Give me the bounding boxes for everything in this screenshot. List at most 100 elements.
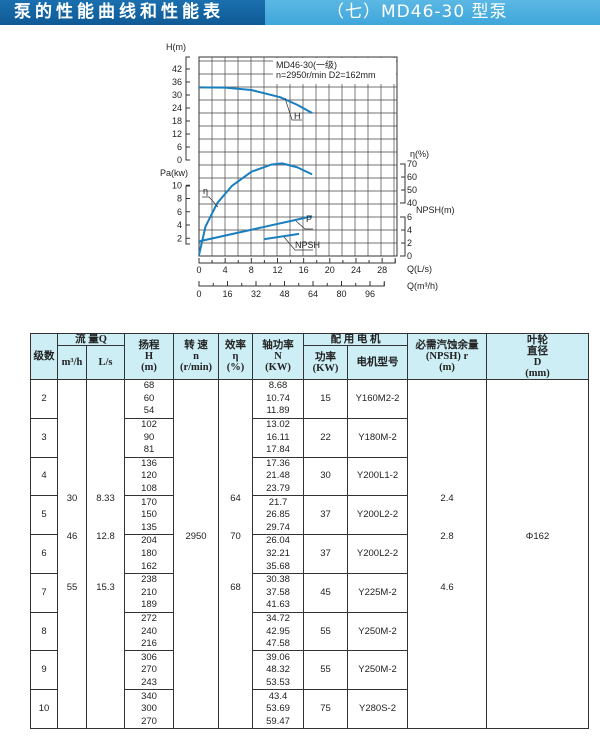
table-row: 9 306 39.06 55 Y250M-2: [30, 650, 589, 691]
head-cell: 135: [124, 521, 175, 536]
head-cell: 162: [124, 560, 175, 574]
motor-model-cell: Y280S-2: [347, 689, 409, 730]
motor-model-cell: Y180M-2: [347, 417, 409, 458]
eta-tick-label: 40: [407, 198, 417, 208]
h-tick-label: 0: [177, 155, 182, 165]
annotation-text: MD46-30(一级): [276, 59, 337, 70]
motor-kw-cell: 55: [303, 611, 349, 652]
eta-axis-label: η(%): [410, 149, 429, 159]
npsh-tick-label: 4: [407, 225, 412, 235]
shaft-power-cell: 8.68: [252, 378, 305, 393]
p-tick-label: 8: [177, 194, 182, 204]
speed-cell-value: 2950: [185, 531, 207, 543]
curve-p: [198, 215, 313, 243]
motor-model-cell: Y200L2-2: [347, 495, 409, 536]
x2-tick-label: 96: [365, 289, 375, 299]
npsh-axis-label: NPSH(m): [416, 205, 455, 215]
curve-label-h-leader: [284, 97, 302, 121]
motor-model-cell: Y200L2-2: [347, 534, 409, 574]
x-tick-label: 4: [223, 265, 228, 275]
shaft-power-cell: 32.21: [252, 547, 305, 561]
npsh-cell-value: 2.8: [440, 531, 454, 543]
flow-m3h-cell-value: 46: [66, 531, 78, 543]
flow-m3h-cell-value: 55: [66, 581, 78, 593]
head-cell: 150: [124, 508, 175, 522]
table-row: 210 37.58: [31, 586, 589, 600]
col-head: 扬程 H (m): [124, 333, 175, 380]
shaft-power-cell: 53.53: [252, 676, 305, 691]
x2-tick-label: 64: [308, 289, 318, 299]
x2-tick-label: 32: [251, 289, 261, 299]
col-npsh: 必需汽蚀余量 (NPSH) r (m): [407, 333, 488, 380]
curve-label-eta: η: [203, 186, 208, 196]
motor-model-cell: Y250M-2: [347, 611, 409, 652]
head-cell: 90: [124, 431, 175, 444]
motor-model-cell: Y200L1-2: [347, 456, 409, 497]
flow-ls-cell-value: 15.3: [96, 581, 115, 593]
shaft-power-cell: 59.47: [252, 715, 305, 730]
shaft-power-cell: 26.04: [252, 534, 305, 548]
shaft-power-cell: 34.72: [252, 611, 305, 626]
h-tick-label: 36: [172, 77, 182, 87]
shaft-power-cell: 17.84: [252, 443, 305, 458]
head-cell: 210: [124, 586, 175, 600]
head-cell: 340: [124, 689, 175, 703]
flow-m3h-cell-value: 30: [66, 493, 78, 505]
x-tick-label: 12: [272, 265, 282, 275]
h-tick-label: 12: [172, 129, 182, 139]
motor-model-cell: Y160M2-2: [347, 379, 409, 419]
shaft-power-cell: 42.95: [252, 625, 305, 638]
x-tick-label: 16: [299, 265, 309, 275]
head-cell: 54: [124, 405, 175, 419]
motor-kw-cell: 45: [303, 572, 349, 613]
table-row: 2 30 46 55 8.33 12.8 15.3 68 2950 64 70 68 8.68 15 Y16…: [30, 378, 590, 730]
h-tick-label: 42: [172, 64, 182, 74]
h-tick-label: 18: [172, 116, 182, 126]
head-cell: 240: [124, 625, 175, 638]
table-row: 60 10.74: [31, 392, 589, 406]
motor-kw-cell: 15: [303, 379, 349, 419]
x-tick-label: 20: [325, 265, 335, 275]
table-row: 180 32.21: [31, 547, 589, 561]
table-row: 189 41.63: [31, 599, 589, 613]
shaft-power-cell: 35.68: [252, 560, 305, 574]
head-cell: 272: [124, 611, 175, 626]
npsh-cell-value: 4.6: [440, 581, 454, 593]
eff-cell-value: 68: [230, 581, 241, 593]
x-axis: [198, 258, 396, 264]
npsh-tick-label: 2: [407, 238, 412, 248]
curve-h: [198, 86, 313, 114]
p-axis: [185, 185, 190, 245]
curve-npsh: [264, 232, 300, 241]
head-cell: 204: [124, 534, 175, 548]
x-tick-label: 28: [377, 265, 387, 275]
head-cell: 180: [124, 547, 175, 561]
shaft-power-cell: 16.11: [252, 431, 305, 444]
x2-axis: [198, 281, 385, 287]
eff-cell: 64 70 68: [218, 378, 254, 730]
shaft-power-cell: 29.74: [252, 521, 305, 536]
head-cell: 81: [124, 443, 175, 458]
x-tick-label: 0: [196, 265, 201, 275]
stage-cell: 2: [30, 379, 58, 419]
x2-tick-label: 0: [196, 289, 201, 299]
shaft-power-cell: 26.85: [252, 508, 305, 522]
stage-cell: 4: [30, 456, 58, 497]
table-row: 4 136 17.36 30 Y200L1-2: [30, 456, 589, 497]
table-row: 8 272 34.72 55 Y250M-2: [30, 611, 589, 652]
stage-cell: 5: [30, 495, 58, 536]
flow-ls-cell-value: 8.33: [96, 493, 115, 505]
curve-eta: [198, 162, 313, 256]
x2-tick-label: 48: [279, 289, 289, 299]
eta-tick-label: 60: [407, 172, 417, 182]
col-impeller: 叶轮 直径 D (mm): [486, 333, 590, 380]
stage-cell: 6: [30, 534, 58, 574]
speed-cell: 2950: [173, 378, 220, 730]
motor-model-cell: Y250M-2: [347, 650, 409, 691]
p-tick-label: 4: [177, 220, 182, 230]
head-cell: 270: [124, 715, 175, 730]
shaft-power-cell: 30.38: [252, 572, 305, 587]
npsh-cell-value: 2.4: [440, 493, 454, 505]
flow-m3h-cell: 30 46 55: [57, 378, 87, 730]
curve-label-p-leader: [295, 220, 313, 230]
